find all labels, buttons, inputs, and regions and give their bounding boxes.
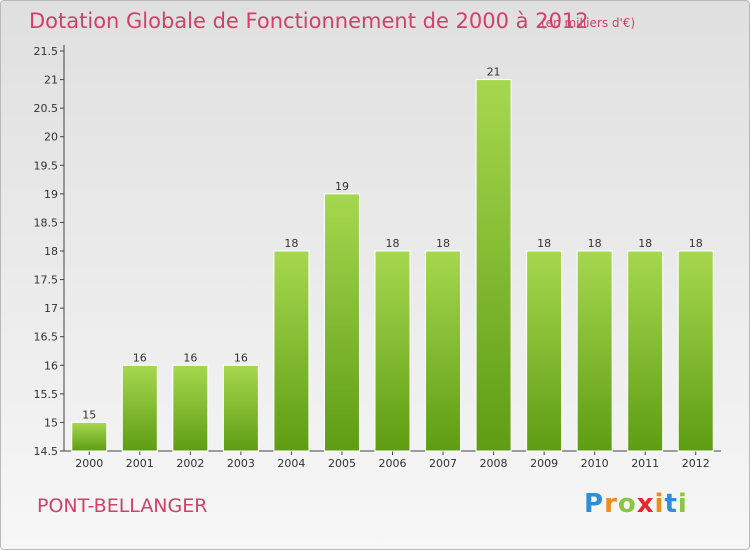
bar-2001 [121, 364, 158, 452]
y-tick-label: 17.5 [34, 274, 59, 287]
logo-letter: P [584, 489, 605, 519]
logo-letter: x [636, 489, 655, 519]
x-tick-label-2009: 2009 [530, 457, 558, 470]
bar-layer [71, 79, 714, 452]
y-tick-label: 16 [44, 359, 58, 372]
data-label-2000: 15 [82, 408, 96, 421]
bar-2005 [323, 193, 360, 452]
bar-2012 [677, 250, 714, 452]
data-label-2010: 18 [588, 237, 602, 250]
y-tick-label: 20 [44, 131, 58, 144]
logo-letter: t [664, 489, 678, 519]
x-tick-label-2008: 2008 [480, 457, 508, 470]
data-label-2009: 18 [537, 237, 551, 250]
data-label-2008: 21 [487, 66, 501, 79]
bar-2007 [425, 250, 462, 452]
y-tick-label: 14.5 [34, 445, 59, 458]
logo-letter: i [677, 489, 688, 519]
x-tick-label-2007: 2007 [429, 457, 457, 470]
x-tick-label-2001: 2001 [126, 457, 154, 470]
label-layer: 15 2000 16 2001 16 2002 16 2003 18 2004 19 2005 18 20… [75, 66, 709, 470]
bar-2004 [273, 250, 310, 452]
y-tick-label: 18.5 [34, 216, 59, 229]
data-label-2005: 19 [335, 180, 349, 193]
logo-letter: i [654, 489, 665, 519]
y-tick-label: 19 [44, 188, 58, 201]
chart-title: Dotation Globale de Fonctionnement de 20… [29, 9, 589, 33]
data-label-2001: 16 [133, 351, 147, 364]
y-tick-label: 20.5 [34, 102, 59, 115]
bar-2009 [526, 250, 563, 452]
commune-name: PONT-BELLANGER [37, 495, 208, 517]
x-tick-label-2012: 2012 [682, 457, 710, 470]
axis-layer: 14.5 15 15.5 16 16.5 17 17.5 18 18.5 19 19.5 20 20.5… [34, 45, 721, 458]
data-label-2007: 18 [436, 237, 450, 250]
x-tick-label-2005: 2005 [328, 457, 356, 470]
data-label-2006: 18 [386, 237, 400, 250]
bar-2011 [627, 250, 664, 452]
bar-2002 [172, 364, 209, 452]
logo-letter: o [617, 489, 637, 519]
logo-letter: r [604, 489, 618, 519]
y-tick-label: 21.5 [34, 45, 59, 58]
y-tick-label: 21 [44, 74, 58, 87]
data-label-2012: 18 [689, 237, 703, 250]
y-tick-label: 19.5 [34, 159, 59, 172]
y-tick-label: 18 [44, 245, 58, 258]
x-tick-label-2011: 2011 [631, 457, 659, 470]
bar-2010 [576, 250, 613, 452]
y-tick-label: 16.5 [34, 331, 59, 344]
bar-2000 [71, 421, 108, 452]
bar-2006 [374, 250, 411, 452]
data-label-2004: 18 [284, 237, 298, 250]
y-tick-label: 15.5 [34, 388, 59, 401]
x-tick-label-2000: 2000 [75, 457, 103, 470]
x-tick-label-2006: 2006 [379, 457, 407, 470]
data-label-2011: 18 [638, 237, 652, 250]
y-tick-label: 17 [44, 302, 58, 315]
x-tick-label-2002: 2002 [176, 457, 204, 470]
x-tick-label-2010: 2010 [581, 457, 609, 470]
x-tick-label-2004: 2004 [277, 457, 305, 470]
x-tick-label-2003: 2003 [227, 457, 255, 470]
bar-2008 [475, 79, 512, 452]
chart-subtitle: (en milliers d'€) [541, 16, 636, 30]
y-tick-label: 15 [44, 416, 58, 429]
proxiti-logo[interactable]: Proxiti [584, 489, 688, 519]
data-label-2002: 16 [183, 351, 197, 364]
data-label-2003: 16 [234, 351, 248, 364]
bar-2003 [222, 364, 259, 452]
